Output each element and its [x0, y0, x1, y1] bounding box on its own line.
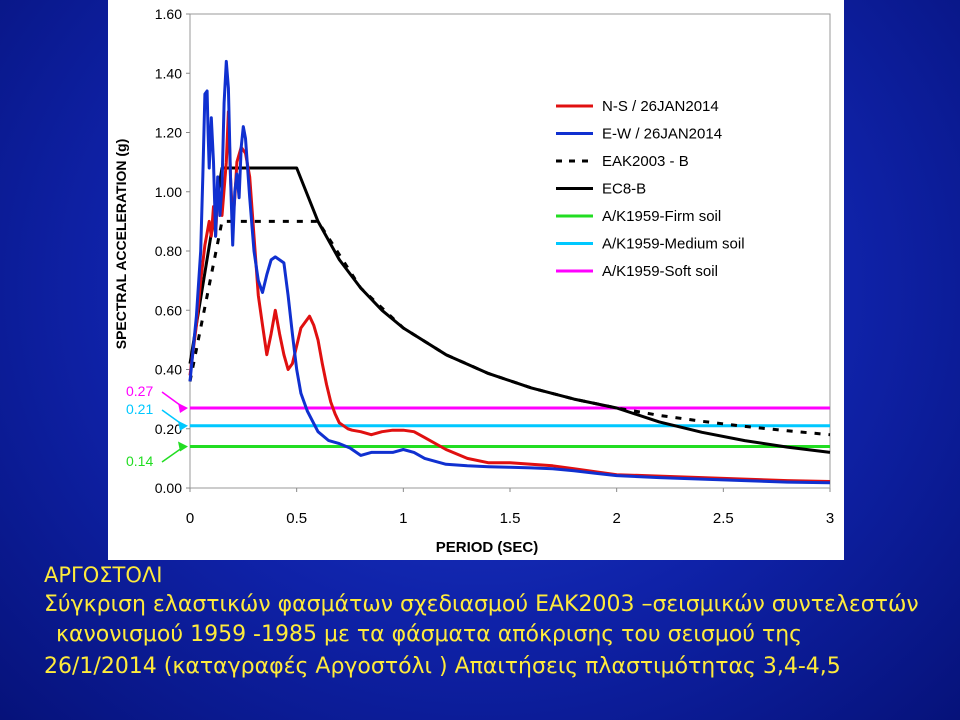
x-tick-label: 3: [826, 510, 834, 527]
series-line-4: [188, 166, 831, 454]
legend-entry: EC8-B: [602, 181, 646, 198]
y-tick-label: 0.20: [155, 421, 182, 437]
x-axis-label: PERIOD (SEC): [436, 539, 539, 556]
x-tick-label: 2: [612, 510, 620, 527]
caption-line-2: κανονισμού 1959 -1985 με τα φάσματα απόκ…: [56, 622, 803, 647]
x-tick-label: 0.5: [286, 510, 307, 527]
legend-entry: Α/Κ1959-Firm soil: [602, 208, 721, 225]
annotation-arrowhead: [178, 403, 188, 414]
legend-entry: E-W / 26JAN2014: [602, 126, 722, 143]
annotation-arrowhead: [178, 441, 188, 452]
x-tick-label: 0: [186, 510, 194, 527]
caption-line-3: 26/1/2014 (καταγραφές Αργοστόλι ) Απαιτή…: [44, 654, 841, 679]
annotation-arrowhead: [178, 420, 188, 431]
y-tick-label: 1.40: [155, 65, 182, 81]
chart-panel: 0.00 0.20 0.40 0.60 0.80 1.00 1.20 1.40 1.60 0 0.5…: [108, 0, 844, 560]
slide-title: ΑΡΓΟΣΤΟΛΙ: [44, 563, 163, 587]
spectra-chart: 0.00 0.20 0.40 0.60 0.80 1.00 1.20 1.40 1.60 0 0.5…: [113, 6, 834, 556]
series-line-3: [188, 219, 831, 437]
legend-entry: Α/Κ1959-Medium soil: [602, 236, 745, 253]
series-line-1: [188, 110, 831, 483]
y-tick-label: 1.60: [155, 6, 182, 22]
y-tick-label: 0.00: [155, 480, 182, 496]
y-tick-label: 0.60: [155, 302, 182, 318]
annotation-label: 0.21: [126, 401, 153, 417]
x-tick-label: 2.5: [713, 510, 734, 527]
legend-entry: N-S / 26JAN2014: [602, 98, 719, 115]
legend-entry: Α/Κ1959-Soft soil: [602, 263, 718, 280]
caption-line-1: Σύγκριση ελαστικών φασμάτων σχεδιασμού Ε…: [44, 592, 919, 617]
y-axis-label: SPECTRAL ACCELERATION (g): [113, 139, 129, 350]
annotation-label: 0.27: [126, 383, 153, 399]
y-tick-label: 1.20: [155, 125, 182, 141]
x-tick-label: 1: [399, 510, 407, 527]
annotation-label: 0.14: [126, 453, 153, 469]
y-tick-label: 0.40: [155, 362, 182, 378]
y-tick-label: 1.00: [155, 184, 182, 200]
x-tick-label: 1.5: [500, 510, 521, 527]
y-tick-label: 0.80: [155, 243, 182, 259]
legend-entry: ΕΑΚ2003 - Β: [602, 153, 689, 170]
series-line-2: [188, 59, 831, 485]
